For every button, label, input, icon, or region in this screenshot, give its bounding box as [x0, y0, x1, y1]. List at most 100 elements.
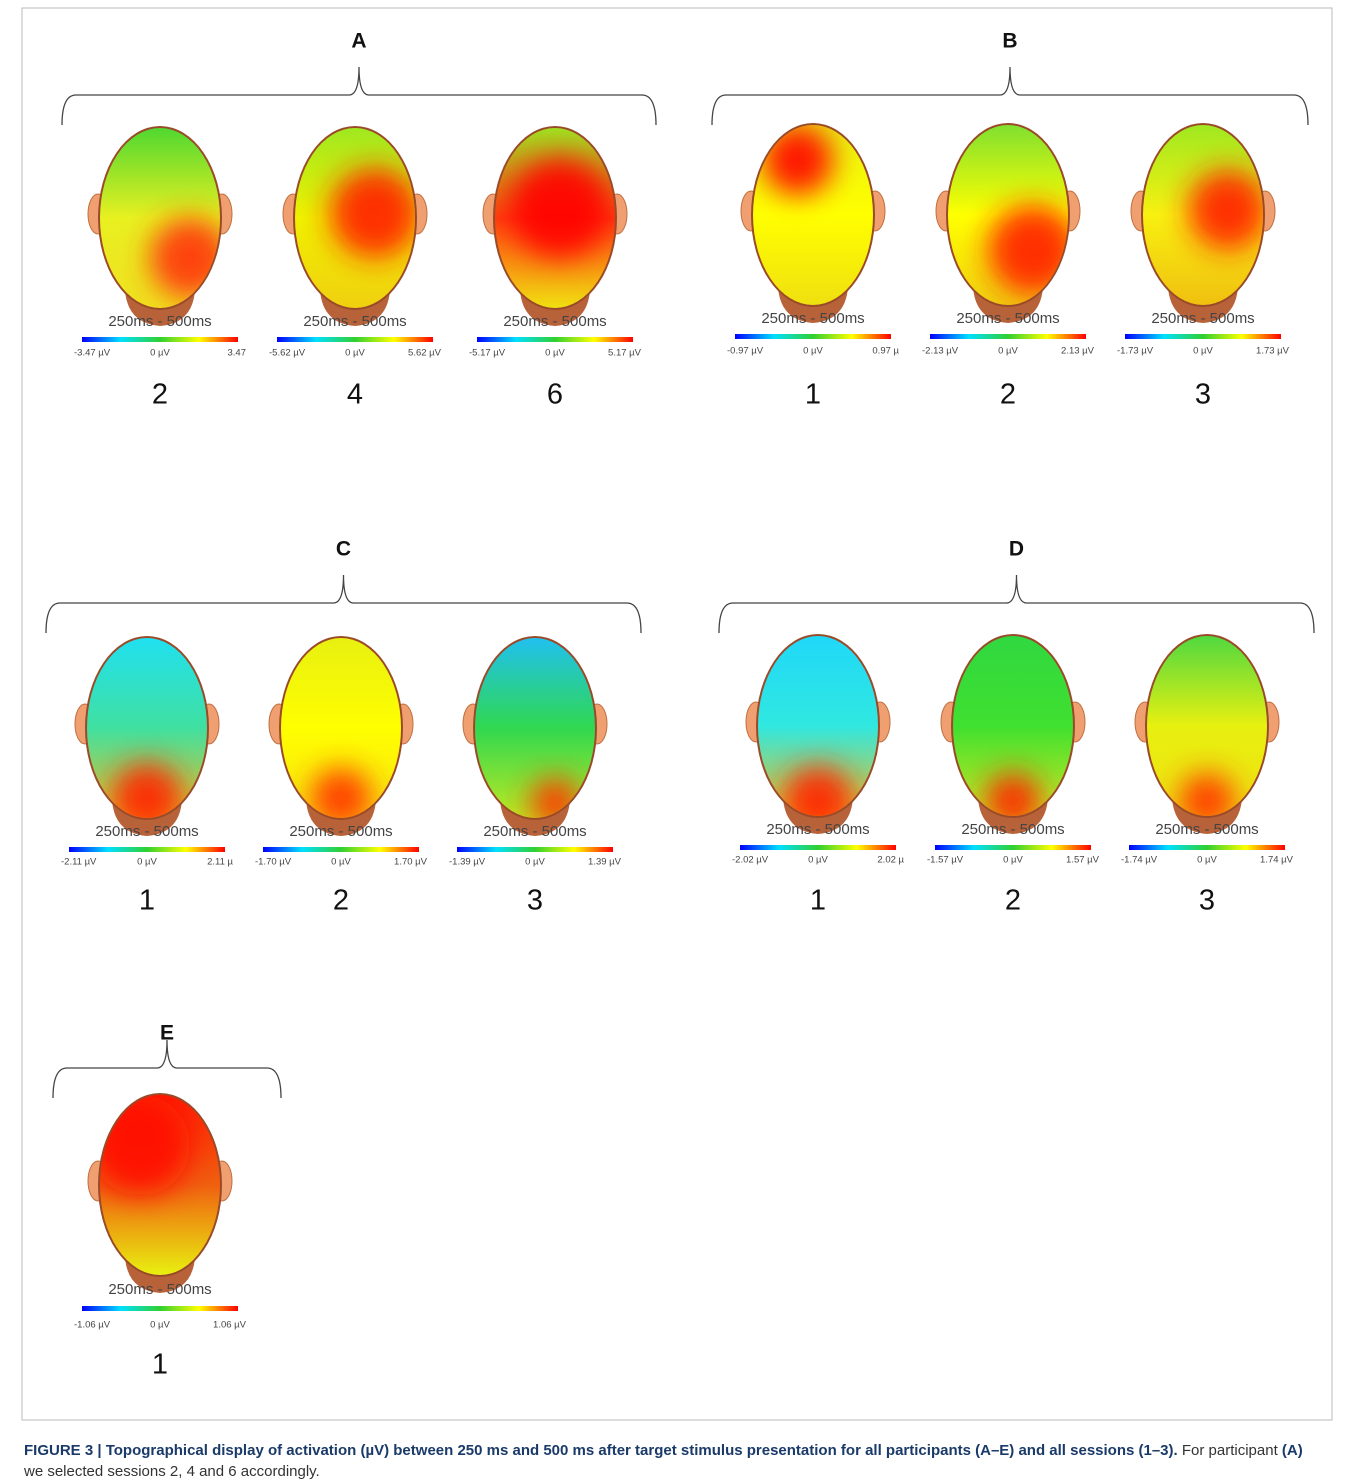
group-label: B — [1002, 30, 1017, 53]
colorbar — [69, 847, 225, 852]
scale-label: -0.97 µV — [727, 346, 764, 357]
page: A 250ms - 500ms -3.47 µV 0 µV 3.47 2 250ms - 5… — [0, 0, 1354, 1477]
head-map — [1131, 123, 1275, 323]
caption-bold: (A) — [1282, 1442, 1303, 1459]
time-label: 250ms - 500ms — [483, 823, 586, 840]
scale-label: 1.73 µV — [1256, 346, 1290, 357]
head-map — [483, 126, 627, 326]
group-label: E — [160, 1022, 174, 1045]
scale-label: 0 µV — [1197, 855, 1217, 866]
head-map — [741, 123, 885, 323]
figure: A 250ms - 500ms -3.47 µV 0 µV 3.47 2 250ms - 5… — [0, 0, 1354, 1432]
scale-label: 0 µV — [137, 857, 157, 868]
bracket — [62, 67, 656, 125]
scale-label: 0 µV — [150, 348, 170, 359]
scale-label: -1.73 µV — [1117, 346, 1154, 357]
colorbar — [740, 845, 896, 850]
scale-label: 0 µV — [331, 857, 351, 868]
scale-label: 0.97 µ — [872, 346, 899, 357]
scalp — [281, 638, 401, 828]
head-map — [746, 634, 890, 836]
scalp — [948, 125, 1078, 305]
bracket — [712, 67, 1308, 125]
session-label: 3 — [527, 885, 543, 917]
head-map — [88, 126, 232, 326]
group-label: D — [1009, 538, 1024, 561]
session-label: 2 — [1000, 379, 1016, 411]
session-label: 1 — [805, 379, 821, 411]
time-label: 250ms - 500ms — [289, 823, 392, 840]
bracket — [53, 1040, 281, 1098]
scale-label: 0 µV — [1003, 855, 1023, 866]
scale-label: -1.57 µV — [927, 855, 964, 866]
scale-label: 0 µV — [545, 348, 565, 359]
caption-text: we selected sessions 2, 4 and 6 accordin… — [24, 1463, 320, 1480]
scale-label: 1.70 µV — [394, 857, 428, 868]
time-label: 250ms - 500ms — [108, 313, 211, 330]
scalp — [295, 128, 420, 308]
scale-label: 5.17 µV — [608, 348, 642, 359]
scale-label: 1.06 µV — [213, 1320, 247, 1331]
colorbar — [477, 337, 633, 342]
head-map — [463, 636, 607, 836]
head-map — [269, 636, 413, 836]
group-label: C — [336, 538, 351, 561]
head-map — [283, 126, 427, 326]
scale-label: 5.62 µV — [408, 348, 442, 359]
head-map — [936, 123, 1080, 323]
session-label: 1 — [152, 1349, 168, 1381]
colorbar — [735, 334, 891, 339]
bracket — [46, 575, 641, 633]
scale-label: -3.47 µV — [74, 348, 111, 359]
colorbar — [277, 337, 433, 342]
scale-label: -1.06 µV — [74, 1320, 111, 1331]
session-label: 3 — [1199, 885, 1215, 917]
time-label: 250ms - 500ms — [503, 313, 606, 330]
time-label: 250ms - 500ms — [1155, 821, 1258, 838]
scale-label: 3.47 — [228, 348, 247, 359]
scale-label: 1.39 µV — [588, 857, 622, 868]
colorbar — [457, 847, 613, 852]
colorbar — [263, 847, 419, 852]
scale-label: -1.70 µV — [255, 857, 292, 868]
scale-label: -2.13 µV — [922, 346, 959, 357]
caption-bold: FIGURE 3 | Topographical display of acti… — [24, 1442, 1178, 1459]
group-label: A — [351, 30, 366, 53]
session-label: 2 — [1005, 885, 1021, 917]
scale-label: 2.13 µV — [1061, 346, 1095, 357]
time-label: 250ms - 500ms — [766, 821, 869, 838]
scale-label: 1.57 µV — [1066, 855, 1100, 866]
hotspot — [1188, 170, 1268, 250]
scale-label: 0 µV — [345, 348, 365, 359]
session-label: 2 — [152, 379, 168, 411]
head-map — [1135, 634, 1279, 834]
scale-label: -5.17 µV — [469, 348, 506, 359]
scale-label: -1.39 µV — [449, 857, 486, 868]
scalp — [758, 636, 878, 836]
hotspot — [330, 168, 420, 258]
scale-label: 0 µV — [1193, 346, 1213, 357]
scalp — [90, 1095, 220, 1275]
time-label: 250ms - 500ms — [303, 313, 406, 330]
time-label: 250ms - 500ms — [108, 1281, 211, 1298]
scale-label: -1.74 µV — [1121, 855, 1158, 866]
scalp — [753, 125, 873, 305]
caption: FIGURE 3 | Topographical display of acti… — [24, 1440, 1324, 1482]
scale-label: -2.02 µV — [732, 855, 769, 866]
scalp — [1143, 125, 1268, 305]
session-label: 1 — [810, 885, 826, 917]
colorbar — [82, 1306, 238, 1311]
hotspot — [510, 158, 610, 258]
head-map — [75, 636, 219, 836]
head-map — [941, 634, 1085, 834]
scale-label: 0 µV — [525, 857, 545, 868]
scale-label: 0 µV — [803, 346, 823, 357]
scale-label: 2.02 µ — [877, 855, 904, 866]
scalp — [953, 636, 1073, 829]
scalp — [1147, 636, 1267, 829]
caption-text: For participant — [1182, 1442, 1278, 1459]
session-label: 4 — [347, 379, 363, 411]
session-label: 2 — [333, 885, 349, 917]
session-label: 6 — [547, 379, 563, 411]
scale-label: -5.62 µV — [269, 348, 306, 359]
